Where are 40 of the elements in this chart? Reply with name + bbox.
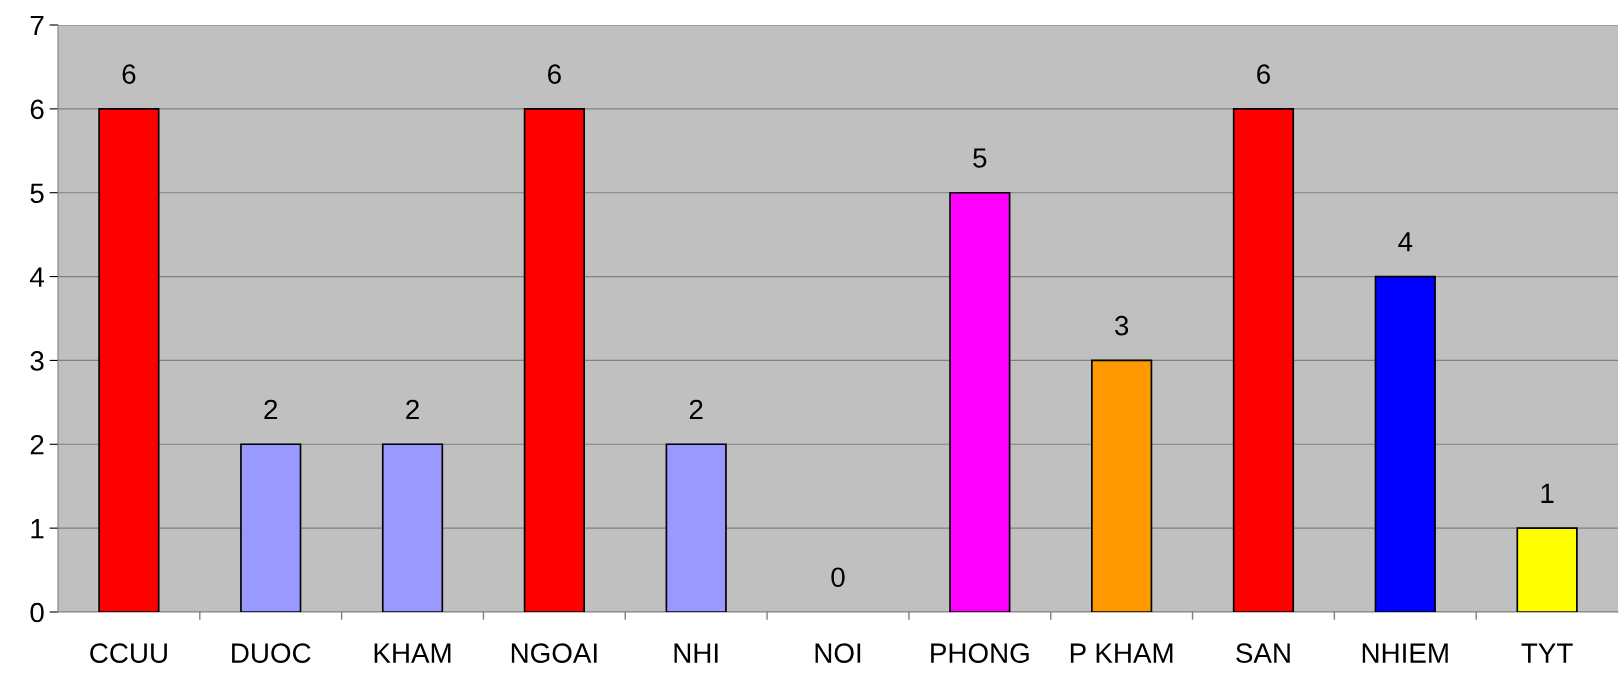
data-label: 6: [1257, 64, 1270, 84]
bar: [1374, 275, 1436, 612]
bar: [98, 108, 160, 612]
data-label: 6: [122, 64, 136, 84]
y-tick-label: 2: [30, 434, 44, 455]
y-tick-label: 3: [30, 351, 44, 371]
x-tick-label: KHAM: [374, 643, 451, 663]
data-label: 2: [264, 399, 278, 420]
x-tick-label: NGOAI: [511, 643, 597, 663]
bar: [240, 443, 302, 612]
x-tick-label: P KHAM: [1070, 643, 1173, 663]
data-label: 2: [406, 399, 419, 420]
bar: [381, 443, 444, 612]
x-tick-label: CCUU: [90, 643, 167, 663]
y-tick-label: 0: [30, 602, 44, 623]
bar: [665, 443, 727, 612]
data-label: 6: [548, 64, 561, 84]
bar: [523, 108, 585, 612]
data-label: 0: [831, 567, 845, 588]
y-tick-label: 7: [30, 15, 44, 36]
bar: [1232, 108, 1295, 612]
x-tick-label: PHONG: [931, 643, 1029, 663]
x-tick-label: TYT: [1521, 643, 1573, 663]
data-label: 4: [1398, 232, 1413, 252]
data-label: 1: [1541, 483, 1554, 503]
y-tick-label: 4: [30, 267, 44, 287]
data-label: 3: [1114, 315, 1129, 336]
data-label: 2: [689, 399, 703, 420]
x-tick-label: NHIEM: [1362, 643, 1448, 663]
bar: [949, 191, 1011, 612]
y-tick-label: 6: [30, 99, 44, 120]
bar: [1516, 527, 1578, 612]
y-tick-label: 5: [30, 183, 44, 204]
x-tick-label: SAN: [1236, 643, 1290, 663]
y-tick-label: 1: [31, 519, 44, 539]
x-tick-label: NHI: [674, 643, 718, 663]
x-tick-label: NOI: [815, 643, 861, 663]
x-tick-label: DUOC: [232, 643, 311, 663]
data-label: 5: [973, 148, 987, 168]
bar: [1091, 359, 1153, 612]
